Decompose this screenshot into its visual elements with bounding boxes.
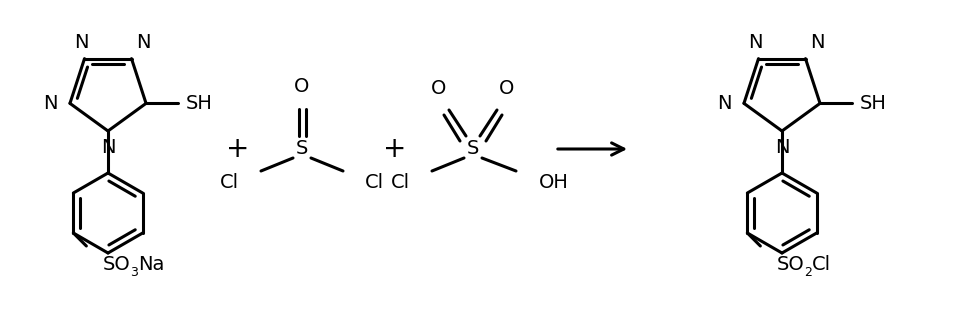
Text: N: N	[809, 33, 824, 52]
Text: 2: 2	[803, 265, 811, 278]
Text: SO: SO	[103, 255, 130, 273]
Text: S: S	[296, 139, 308, 159]
Text: N: N	[101, 138, 115, 158]
Text: Na: Na	[139, 255, 165, 273]
Text: 3: 3	[130, 265, 139, 278]
Text: Cl: Cl	[364, 173, 384, 193]
Text: +: +	[226, 135, 249, 163]
Text: SH: SH	[859, 94, 886, 113]
Text: Cl: Cl	[220, 173, 238, 193]
Text: OH: OH	[539, 173, 568, 193]
Text: N: N	[75, 33, 88, 52]
Text: O: O	[431, 78, 447, 98]
Text: N: N	[716, 94, 731, 113]
Text: O: O	[294, 77, 309, 95]
Text: Cl: Cl	[391, 173, 410, 193]
Text: N: N	[43, 94, 57, 113]
Text: S: S	[466, 139, 479, 159]
Text: N: N	[136, 33, 150, 52]
Text: O: O	[499, 78, 515, 98]
Text: N: N	[747, 33, 762, 52]
Text: Cl: Cl	[811, 255, 830, 273]
Text: SO: SO	[775, 255, 803, 273]
Text: N: N	[774, 138, 789, 158]
Text: SH: SH	[185, 94, 212, 113]
Text: +: +	[383, 135, 406, 163]
